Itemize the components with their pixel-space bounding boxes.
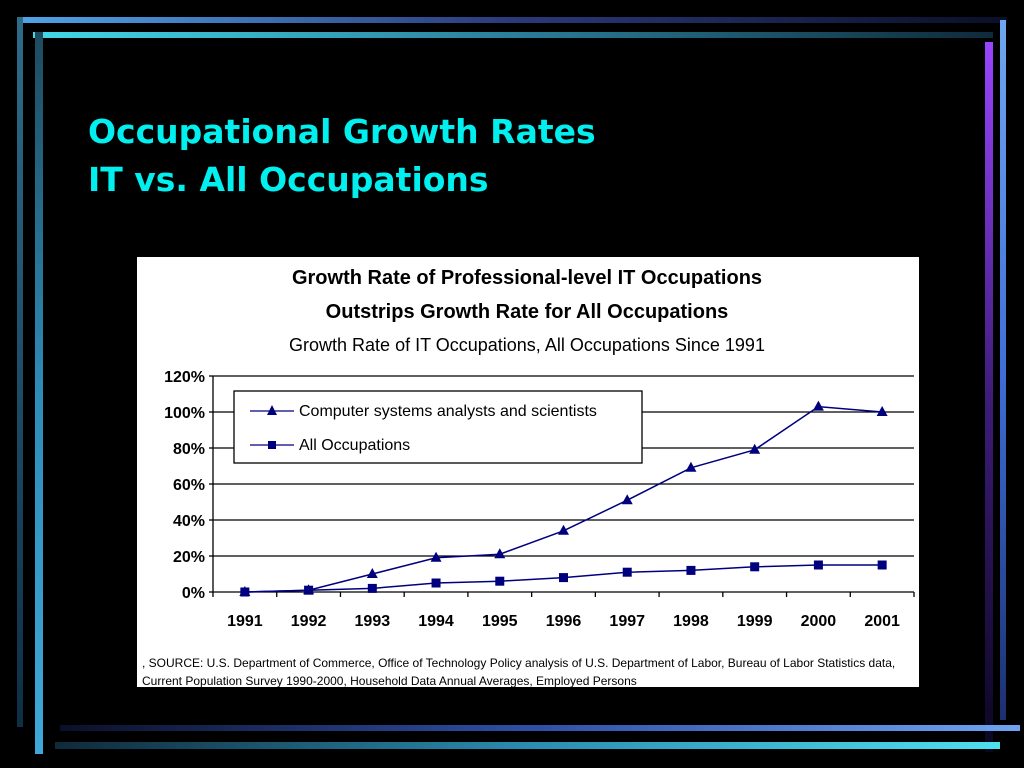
x-tick-label: 1992 bbox=[291, 613, 327, 630]
legend-box bbox=[233, 390, 643, 464]
legend: Computer systems analysts and scientists… bbox=[233, 390, 643, 464]
chart-title-line-1: Growth Rate of Professional-level IT Occ… bbox=[292, 267, 762, 289]
square-point bbox=[240, 587, 250, 597]
triangle-point bbox=[621, 494, 633, 505]
series-lines bbox=[239, 400, 888, 597]
x-tick-label: 1996 bbox=[546, 613, 582, 630]
square-point bbox=[686, 565, 696, 575]
y-tick-label: 40% bbox=[173, 513, 205, 530]
frame-top-bar bbox=[17, 17, 1007, 23]
square-point bbox=[367, 583, 377, 593]
frame-right-bar-purple bbox=[985, 42, 993, 752]
y-tick-label: 0% bbox=[182, 585, 205, 602]
frame-left-bar-inner bbox=[35, 32, 43, 754]
legend-square-marker bbox=[268, 441, 276, 449]
x-tick-label: 1997 bbox=[609, 613, 645, 630]
y-tick-label: 80% bbox=[173, 441, 205, 458]
triangle-point bbox=[812, 400, 824, 411]
x-tick-label: 1999 bbox=[737, 613, 773, 630]
y-tick-label: 100% bbox=[164, 405, 205, 422]
x-tick-label: 1994 bbox=[418, 613, 454, 630]
square-point bbox=[431, 578, 441, 588]
x-tick-label: 2000 bbox=[801, 613, 837, 630]
square-point bbox=[877, 560, 887, 570]
legend-label-all: All Occupations bbox=[299, 437, 410, 454]
chart-panel: Growth Rate of Professional-level IT Occ… bbox=[137, 257, 919, 687]
triangle-point bbox=[366, 568, 378, 578]
y-tick-label: 60% bbox=[173, 477, 205, 494]
x-tick-label: 1991 bbox=[227, 613, 263, 630]
slide-title-line-1: Occupational Growth Rates bbox=[88, 112, 596, 151]
legend-triangle-marker bbox=[267, 405, 277, 415]
x-tick-label: 2001 bbox=[864, 613, 900, 630]
x-tick-label: 1993 bbox=[355, 613, 391, 630]
x-tick-label: 1998 bbox=[673, 613, 709, 630]
triangle-point bbox=[749, 443, 761, 454]
axes: 0% 20% 40% 60% 80% 100% 120% 1991 1992 1993 1994 19… bbox=[164, 369, 915, 630]
triangle-point bbox=[494, 548, 506, 559]
chart-subtitle: Growth Rate of IT Occupations, All Occup… bbox=[289, 335, 765, 355]
triangle-point bbox=[558, 524, 569, 535]
legend-label-it: Computer systems analysts and scientists bbox=[299, 403, 597, 420]
frame-bottom-bar bbox=[60, 725, 1020, 731]
square-point bbox=[622, 567, 632, 577]
y-tick-label: 20% bbox=[173, 549, 205, 566]
square-point bbox=[495, 576, 505, 586]
chart-title-line-2: Outstrips Growth Rate for All Occupation… bbox=[326, 301, 729, 323]
frame-right-bar-blue bbox=[1000, 20, 1006, 720]
triangle-point bbox=[876, 406, 888, 416]
frame-bottom-bar-inner bbox=[55, 742, 1000, 749]
source-note: , SOURCE: U.S. Department of Commerce, O… bbox=[142, 656, 896, 687]
triangle-point bbox=[430, 551, 442, 562]
square-point bbox=[750, 562, 760, 572]
slide-title: Occupational Growth Rates IT vs. All Occ… bbox=[88, 108, 596, 204]
frame-top-bar-inner bbox=[33, 32, 993, 38]
square-point bbox=[813, 560, 823, 570]
y-tick-label: 120% bbox=[164, 369, 205, 386]
slide-title-line-2: IT vs. All Occupations bbox=[88, 160, 489, 199]
square-point bbox=[304, 585, 314, 595]
frame-left-bar bbox=[17, 17, 23, 727]
square-point bbox=[559, 573, 568, 583]
line-chart: Growth Rate of Professional-level IT Occ… bbox=[164, 267, 915, 630]
triangle-point bbox=[685, 461, 697, 472]
x-tick-label: 1995 bbox=[482, 613, 518, 630]
